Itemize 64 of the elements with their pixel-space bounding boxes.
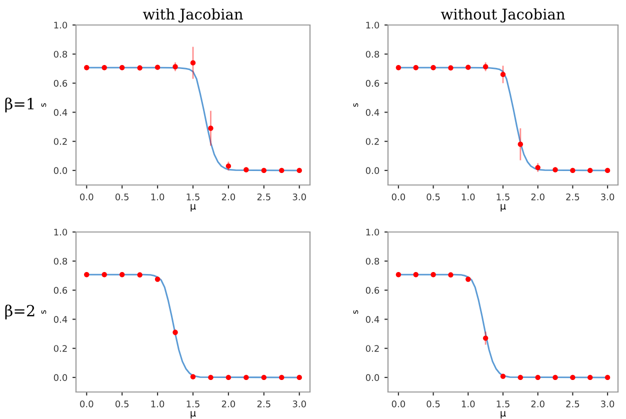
x-axis-title: μ <box>500 204 506 212</box>
y-tick-label: 0.4 <box>54 316 68 323</box>
y-tick-label: 0.2 <box>366 138 379 145</box>
x-tick-label: 1.0 <box>462 400 475 408</box>
text: β=1 <box>5 98 34 112</box>
x-tick-label: 1.0 <box>462 193 475 200</box>
x-tick-label: 2.5 <box>566 193 580 200</box>
y-tick-label: 0.8 <box>54 50 68 58</box>
y-tick-label: 1.0 <box>366 22 380 29</box>
x-tick-label: 1.5 <box>186 194 200 200</box>
x-tick-label: 0.0 <box>80 400 94 408</box>
y-tick-label: 0.8 <box>54 258 68 265</box>
x-tick-label: 0.5 <box>426 400 440 408</box>
chart-title: with Jacobian <box>142 8 243 22</box>
x-tick-label: 1.0 <box>151 400 164 408</box>
x-axis-title: μ <box>500 411 506 418</box>
x-tick-label: 2.0 <box>531 193 544 200</box>
y-tick-label: 0.2 <box>366 345 379 352</box>
chart-title: without Jacobian <box>440 8 565 22</box>
x-tick-label: 0.0 <box>392 400 406 408</box>
y-tick-label: 0.4 <box>366 316 380 323</box>
y-tick-label: 0.6 <box>366 286 380 294</box>
y-tick-label: 0.4 <box>366 109 380 116</box>
x-tick-label: 0.5 <box>116 193 128 200</box>
y-tick-label: 0.0 <box>366 374 380 382</box>
x-tick-label: 2.0 <box>531 400 544 408</box>
x-axis-title: μ <box>190 411 196 418</box>
y-tick-label: 0.6 <box>54 80 68 87</box>
x-tick-label: 2.5 <box>257 400 270 408</box>
y-tick-label: 0.0 <box>54 374 68 382</box>
y-axis-title: s <box>353 310 358 314</box>
x-tick-label: 3.0 <box>601 400 614 408</box>
y-tick-label: 0.0 <box>54 167 68 174</box>
x-tick-label: 1.0 <box>151 193 164 200</box>
y-axis-title: s <box>41 310 46 314</box>
x-tick-label: 0.5 <box>426 193 440 200</box>
x-tick-label: 2.0 <box>222 400 236 408</box>
y-tick-label: 0.6 <box>366 80 380 87</box>
x-tick-label: 2.5 <box>566 400 580 408</box>
y-axis-title: s <box>41 103 46 107</box>
x-tick-label: 1.5 <box>186 400 200 408</box>
x-tick-label: 2.0 <box>222 193 236 200</box>
y-axis-title: s <box>353 103 358 107</box>
x-tick-label: 1.5 <box>496 194 510 200</box>
x-tick-label: 0.5 <box>116 400 128 408</box>
x-tick-label: 3.0 <box>292 193 306 200</box>
y-tick-label: 0.2 <box>54 345 67 352</box>
x-tick-label: 0.0 <box>80 193 94 200</box>
x-tick-label: 1.5 <box>496 400 510 408</box>
y-tick-label: 1.0 <box>54 22 68 29</box>
x-tick-label: 3.0 <box>601 193 614 200</box>
x-tick-label: 2.5 <box>257 193 270 200</box>
x-tick-label: 3.0 <box>292 400 306 408</box>
x-tick-label: 0.0 <box>392 193 406 200</box>
y-tick-label: 0.2 <box>54 138 67 145</box>
y-tick-label: 0.6 <box>54 286 68 294</box>
y-tick-label: 0.8 <box>366 258 380 265</box>
x-axis-title: μ <box>190 204 196 212</box>
y-tick-label: 1.0 <box>366 228 380 236</box>
y-tick-label: 0.0 <box>366 167 380 174</box>
y-tick-label: 0.4 <box>54 109 68 116</box>
y-tick-label: 0.8 <box>366 50 380 58</box>
y-tick-label: 1.0 <box>54 228 68 236</box>
text: β=2 <box>5 304 34 320</box>
